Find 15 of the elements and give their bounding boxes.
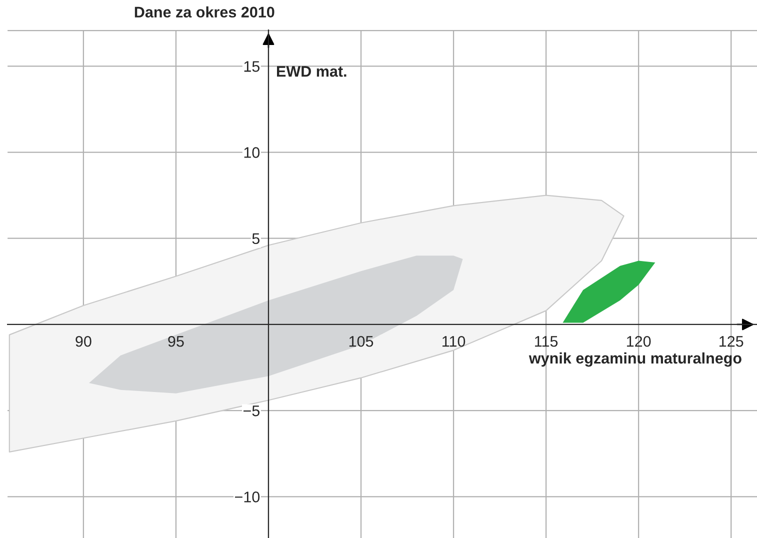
x-tick-label: 105	[349, 336, 374, 347]
y-tick-label: 5	[252, 233, 260, 244]
x-tick-label: 120	[626, 336, 651, 347]
y-axis-title: EWD mat.	[277, 66, 346, 77]
y-tick-label: 10	[244, 147, 260, 158]
y-tick-label: −5	[243, 406, 260, 416]
x-tick-label: 115	[535, 336, 558, 347]
x-tick-label: 110	[442, 336, 466, 347]
y-tick-label: −10	[234, 492, 260, 502]
chart-title: Dane za okres 2010	[134, 6, 274, 18]
x-tick-label: 90	[76, 336, 92, 347]
x-tick-label: 125	[720, 336, 744, 347]
y-tick-label: 15	[244, 61, 260, 72]
x-axis-title: wynik egzaminu maturalnego	[528, 352, 742, 367]
x-tick-label: 95	[168, 336, 184, 347]
